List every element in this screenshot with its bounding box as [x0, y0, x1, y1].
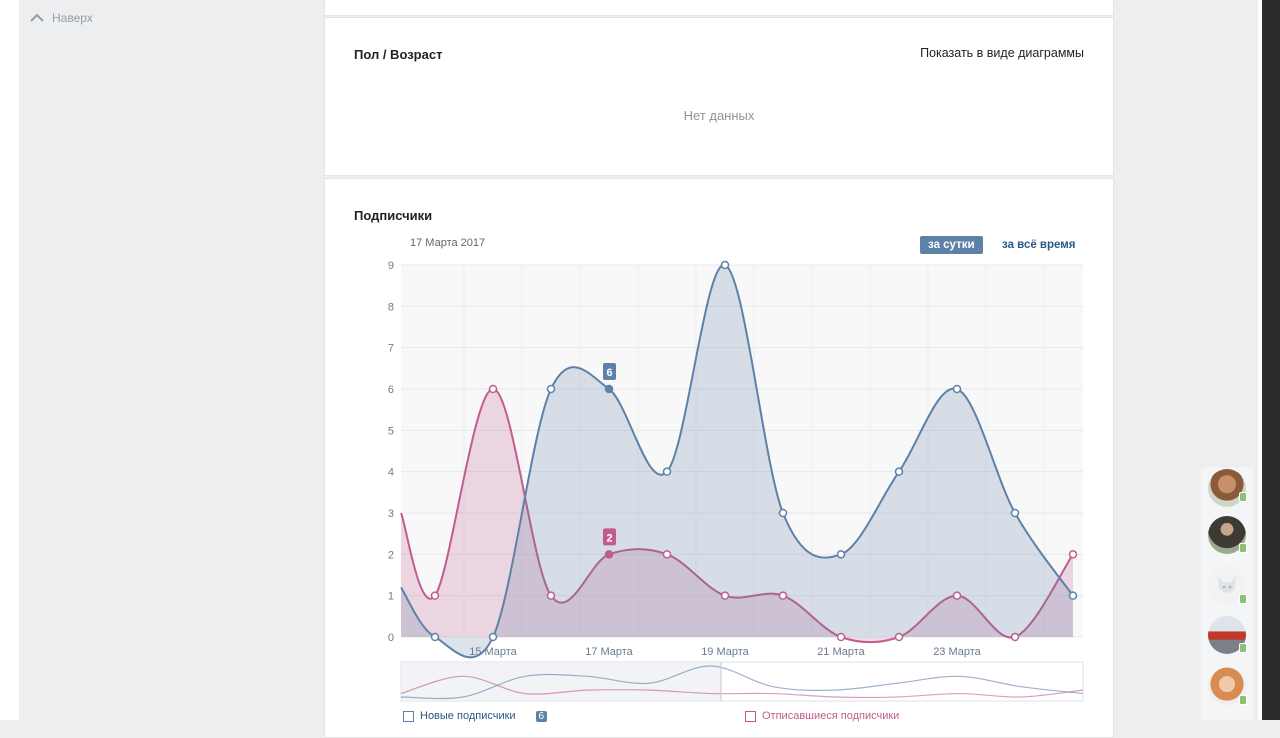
legend-new[interactable]: Новые подписчики 6 — [403, 710, 548, 722]
period-day-button[interactable]: за сутки — [920, 236, 983, 254]
data-point — [778, 591, 788, 600]
legend-unsub-label: Отписавшиеся подписчики — [762, 710, 900, 722]
subscribers-chart[interactable]: 0 1 2 3 4 5 6 7 8 9 15 Марта 17 Марта 19 Марта 21 Мар… — [354, 255, 1084, 715]
online-indicator-icon — [1239, 594, 1247, 604]
data-point — [894, 467, 904, 476]
data-point — [488, 384, 498, 394]
online-indicator-icon — [1239, 543, 1247, 553]
right-edge — [1258, 0, 1280, 720]
data-point — [720, 260, 730, 270]
section-title: Пол / Возраст — [354, 47, 443, 62]
x-tick-label: 15 Марта — [469, 646, 517, 658]
data-point — [1068, 591, 1078, 600]
top-card — [324, 0, 1114, 16]
data-point — [720, 591, 730, 600]
selected-date: 17 Марта 2017 — [410, 237, 486, 249]
show-diagram-link[interactable]: Показать в виде диаграммы — [920, 46, 1084, 60]
section-title: Подписчики — [354, 208, 433, 223]
data-point — [546, 384, 556, 394]
data-point — [430, 632, 440, 642]
y-tick-label: 5 — [388, 425, 394, 437]
data-point — [836, 550, 846, 559]
tooltip-value: 2 — [606, 532, 612, 544]
y-tick-label: 0 — [388, 632, 394, 644]
data-point — [662, 550, 672, 559]
y-tick-label: 3 — [388, 508, 394, 520]
y-tick-label: 6 — [388, 384, 394, 396]
online-indicator-icon — [1239, 492, 1247, 502]
overview-line — [400, 675, 1084, 699]
series-area — [401, 389, 1073, 643]
online-indicator-icon — [1239, 695, 1247, 705]
value-tooltip — [603, 363, 616, 380]
x-tick-label: 19 Марта — [701, 646, 749, 658]
active-point — [605, 550, 613, 559]
default-dog-icon — [1218, 576, 1236, 593]
legend-new-count: 6 — [535, 710, 548, 722]
data-point — [952, 384, 962, 394]
data-point — [488, 632, 498, 642]
legend-unsub[interactable]: Отписавшиеся подписчики — [745, 710, 899, 722]
friend-avatar[interactable] — [1208, 566, 1246, 604]
y-tick-label: 8 — [388, 301, 394, 313]
overview-shade — [401, 662, 721, 701]
x-tick-label: 23 Марта — [933, 646, 981, 658]
y-tick-label: 7 — [388, 343, 394, 355]
tooltip-value: 6 — [606, 367, 612, 379]
value-tooltip — [603, 528, 616, 546]
data-point — [546, 591, 556, 600]
back-to-top-label: Наверх — [52, 11, 93, 25]
overview-line — [400, 665, 1084, 700]
x-tick-label: 21 Марта — [817, 646, 865, 658]
x-tick-label: 17 Марта — [585, 646, 633, 658]
period-all-button[interactable]: за всё время — [1002, 239, 1076, 251]
data-point — [662, 467, 672, 476]
y-tick-label: 9 — [388, 260, 394, 272]
y-tick-label: 2 — [388, 549, 394, 561]
legend-new-label: Новые подписчики — [420, 710, 516, 722]
back-to-top-button[interactable]: Наверх — [30, 11, 93, 25]
y-tick-label: 4 — [388, 467, 394, 479]
data-point — [1010, 508, 1020, 518]
data-point — [894, 632, 904, 642]
left-edge — [0, 0, 19, 720]
y-tick-label: 1 — [388, 591, 394, 603]
series-area — [401, 264, 1073, 658]
data-point — [1010, 632, 1020, 642]
gender-age-card: Пол / Возраст Показать в виде диаграммы … — [324, 17, 1114, 176]
data-point — [836, 632, 846, 642]
friends-online-panel — [1201, 467, 1253, 720]
no-data-text: Нет данных — [683, 108, 755, 123]
chevron-up-icon — [30, 13, 44, 22]
data-point — [430, 591, 440, 600]
data-point — [778, 508, 788, 518]
data-point — [1068, 550, 1078, 559]
data-point — [952, 591, 962, 600]
active-point — [605, 385, 613, 393]
online-indicator-icon — [1239, 643, 1247, 653]
